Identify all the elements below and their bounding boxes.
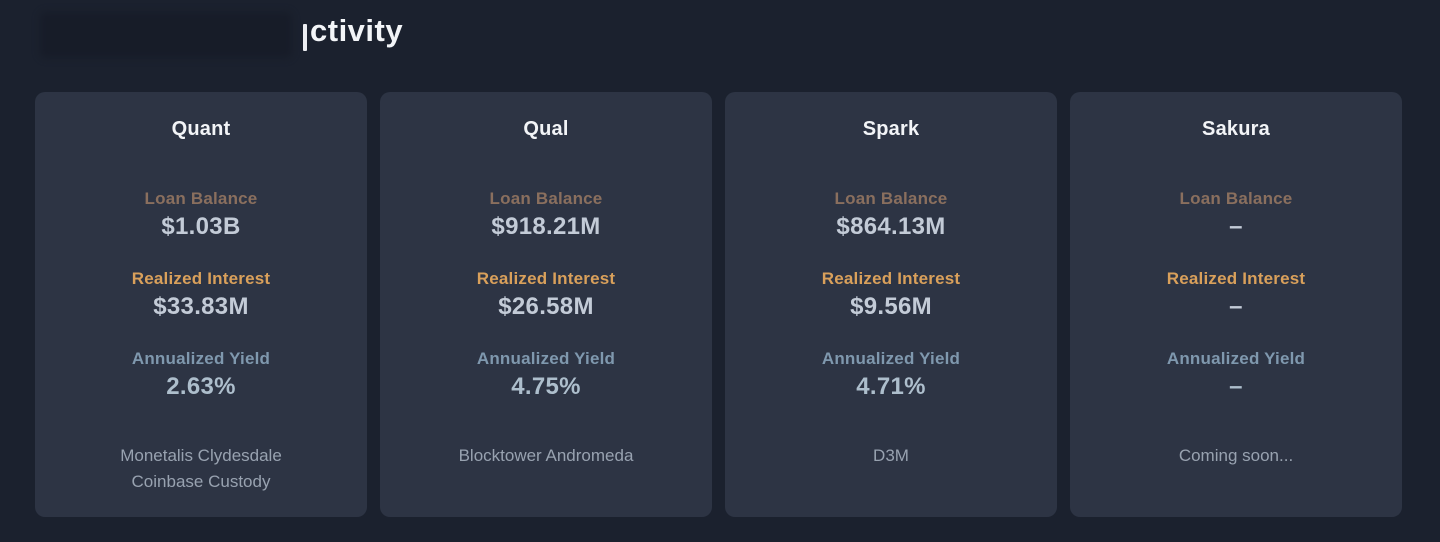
realized-interest-stat: Realized Interest $33.83M	[35, 267, 367, 323]
card-spark: Spark Loan Balance $864.13M Realized Int…	[725, 92, 1057, 517]
loan-balance-stat: Loan Balance $864.13M	[725, 187, 1057, 243]
annualized-yield-value: 2.63%	[166, 373, 236, 400]
loan-balance-label: Loan Balance	[489, 189, 603, 208]
footer-line: Monetalis Clydesdale	[120, 446, 282, 465]
loan-balance-value: $918.21M	[491, 213, 601, 240]
annualized-yield-value: –	[1229, 373, 1243, 400]
card-footer: D3M	[725, 443, 1057, 469]
annualized-yield-label: Annualized Yield	[821, 349, 961, 368]
annualized-yield-stat: Annualized Yield 4.75%	[380, 347, 712, 403]
card-sakura: Sakura Loan Balance – Realized Interest …	[1070, 92, 1402, 517]
footer-line: Coinbase Custody	[131, 472, 271, 491]
realized-interest-value: $33.83M	[153, 293, 249, 320]
card-title: Quant	[171, 118, 231, 140]
realized-interest-stat: Realized Interest $9.56M	[725, 267, 1057, 323]
footer-line: Coming soon...	[1178, 446, 1294, 465]
card-footer: Coming soon...	[1070, 443, 1402, 469]
annualized-yield-value: 4.75%	[511, 373, 581, 400]
realized-interest-label: Realized Interest	[1166, 269, 1306, 288]
card-quant: Quant Loan Balance $1.03B Realized Inter…	[35, 92, 367, 517]
partial-letter-sliver	[303, 24, 307, 51]
realized-interest-stat: Realized Interest $26.58M	[380, 267, 712, 323]
loan-balance-label: Loan Balance	[144, 189, 258, 208]
annualized-yield-label: Annualized Yield	[131, 349, 271, 368]
page-title: ctivity	[310, 13, 404, 48]
loan-balance-value: $864.13M	[836, 213, 946, 240]
annualized-yield-stat: Annualized Yield 4.71%	[725, 347, 1057, 403]
loan-balance-stat: Loan Balance $1.03B	[35, 187, 367, 243]
annualized-yield-label: Annualized Yield	[476, 349, 616, 368]
annualized-yield-stat: Annualized Yield 2.63%	[35, 347, 367, 403]
card-title: Qual	[523, 118, 569, 140]
loan-balance-label: Loan Balance	[1179, 189, 1293, 208]
realized-interest-value: $9.56M	[850, 293, 932, 320]
card-footer: Monetalis Clydesdale Coinbase Custody	[35, 443, 367, 495]
realized-interest-label: Realized Interest	[821, 269, 961, 288]
annualized-yield-stat: Annualized Yield –	[1070, 347, 1402, 403]
loan-balance-value: $1.03B	[161, 213, 241, 240]
loan-balance-stat: Loan Balance –	[1070, 187, 1402, 243]
loan-balance-value: –	[1229, 213, 1243, 240]
card-title: Sakura	[1202, 118, 1270, 140]
redacted-title-overlay	[40, 12, 292, 58]
realized-interest-value: –	[1229, 293, 1243, 320]
realized-interest-label: Realized Interest	[131, 269, 271, 288]
annualized-yield-label: Annualized Yield	[1166, 349, 1306, 368]
realized-interest-value: $26.58M	[498, 293, 594, 320]
footer-line: D3M	[873, 446, 909, 465]
loan-balance-label: Loan Balance	[834, 189, 948, 208]
realized-interest-label: Realized Interest	[476, 269, 616, 288]
annualized-yield-value: 4.71%	[856, 373, 926, 400]
card-footer: Blocktower Andromeda	[380, 443, 712, 469]
card-title: Spark	[862, 118, 920, 140]
loan-balance-stat: Loan Balance $918.21M	[380, 187, 712, 243]
card-qual: Qual Loan Balance $918.21M Realized Inte…	[380, 92, 712, 517]
realized-interest-stat: Realized Interest –	[1070, 267, 1402, 323]
fund-cards-row: Quant Loan Balance $1.03B Realized Inter…	[35, 92, 1402, 517]
footer-line: Blocktower Andromeda	[458, 446, 634, 465]
